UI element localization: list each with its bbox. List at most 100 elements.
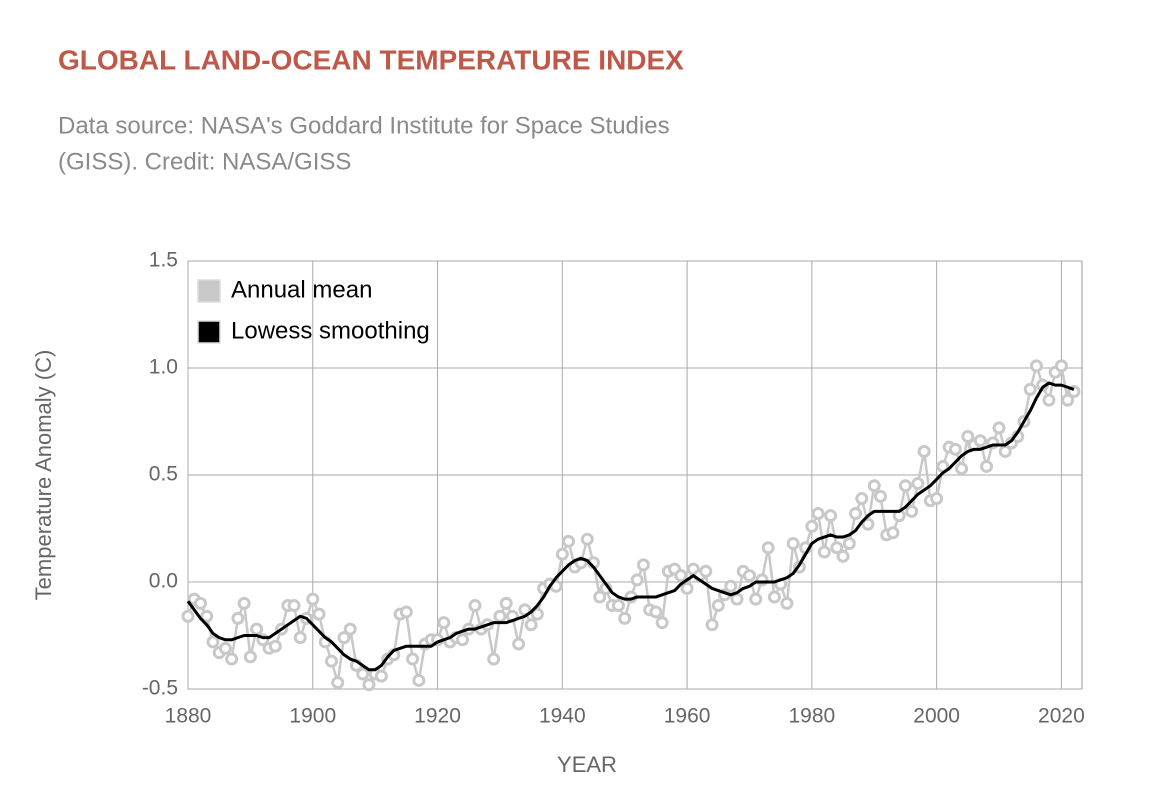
data-point (399, 605, 413, 619)
x-tick-label: 1880 (165, 705, 212, 728)
data-point (886, 526, 900, 540)
y-tick-label: 0.5 (149, 463, 178, 486)
data-point (412, 673, 426, 687)
data-point (493, 609, 507, 623)
data-point (855, 492, 869, 506)
data-point (231, 611, 245, 625)
x-tick-label: 2020 (1038, 705, 1085, 728)
data-point (1029, 359, 1043, 373)
data-point (905, 504, 919, 518)
data-point (630, 573, 644, 587)
data-point (805, 519, 819, 533)
x-tick-label: 1980 (789, 705, 836, 728)
data-point (1042, 393, 1056, 407)
data-point (618, 611, 632, 625)
data-point (649, 605, 663, 619)
data-point (324, 654, 338, 668)
data-point (699, 564, 713, 578)
data-point (512, 637, 526, 651)
y-axis-label: Temperature Anomaly (C) (31, 350, 56, 601)
data-point (711, 599, 725, 613)
data-point (225, 652, 239, 666)
data-point (437, 616, 451, 630)
data-point (193, 596, 207, 610)
data-point (611, 599, 625, 613)
data-point (306, 592, 320, 606)
x-axis-label: YEAR (557, 752, 617, 777)
data-point (268, 639, 282, 653)
data-point (730, 592, 744, 606)
data-point (873, 489, 887, 503)
legend-label: Annual mean (231, 276, 372, 303)
data-point (742, 569, 756, 583)
data-point (362, 678, 376, 692)
y-tick-label: 1.5 (149, 249, 178, 272)
data-point (836, 549, 850, 563)
data-point (849, 507, 863, 521)
x-tick-label: 1920 (414, 705, 461, 728)
data-point (867, 479, 881, 493)
data-point (1023, 382, 1037, 396)
y-tick-label: -0.5 (142, 677, 178, 700)
legend-swatch (197, 279, 221, 303)
legend-swatch (197, 320, 221, 344)
data-point (524, 618, 538, 632)
data-point (468, 599, 482, 613)
data-point (724, 579, 738, 593)
chart-subtitle: Data source: NASA's Goddard Institute fo… (58, 112, 670, 139)
data-point (980, 459, 994, 473)
chart-subtitle: (GISS). Credit: NASA/GISS (58, 148, 351, 175)
series-line (186, 381, 1075, 672)
data-point (973, 434, 987, 448)
data-point (655, 616, 669, 630)
data-point (780, 596, 794, 610)
x-tick-label: 2000 (913, 705, 960, 728)
data-point (961, 429, 975, 443)
data-point (761, 541, 775, 555)
data-point (293, 631, 307, 645)
data-point (243, 650, 257, 664)
data-point (811, 507, 825, 521)
data-point (206, 635, 220, 649)
y-tick-label: 0.0 (149, 570, 178, 593)
data-point (250, 622, 264, 636)
data-point (705, 618, 719, 632)
data-point (555, 547, 569, 561)
data-point (343, 622, 357, 636)
data-point (356, 667, 370, 681)
data-point (456, 633, 470, 647)
data-point (861, 517, 875, 531)
data-point (218, 641, 232, 655)
data-point (992, 421, 1006, 435)
data-point (487, 652, 501, 666)
data-point (830, 541, 844, 555)
chart-title: GLOBAL LAND-OCEAN TEMPERATURE INDEX (58, 44, 684, 75)
data-point (911, 477, 925, 491)
data-point (580, 532, 594, 546)
data-point (312, 607, 326, 621)
data-point (499, 596, 513, 610)
x-tick-label: 1940 (539, 705, 586, 728)
data-point (337, 631, 351, 645)
y-tick-label: 1.0 (149, 356, 178, 379)
data-point (287, 599, 301, 613)
data-point (562, 534, 576, 548)
data-point (181, 609, 195, 623)
data-point (948, 442, 962, 456)
data-point (817, 545, 831, 559)
data-point (824, 509, 838, 523)
data-point (917, 444, 931, 458)
data-point (680, 581, 694, 595)
data-point (636, 558, 650, 572)
data-point (842, 536, 856, 550)
data-point (898, 479, 912, 493)
x-tick-label: 1960 (664, 705, 711, 728)
x-tick-label: 1900 (289, 705, 336, 728)
data-point (331, 676, 345, 690)
data-point (200, 609, 214, 623)
legend-label: Lowess smoothing (231, 317, 430, 344)
data-point (674, 569, 688, 583)
data-point (406, 652, 420, 666)
series-line (186, 364, 1075, 686)
